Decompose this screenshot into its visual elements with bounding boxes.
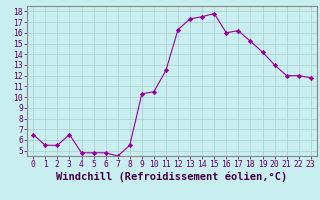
X-axis label: Windchill (Refroidissement éolien,°C): Windchill (Refroidissement éolien,°C) (56, 172, 288, 182)
